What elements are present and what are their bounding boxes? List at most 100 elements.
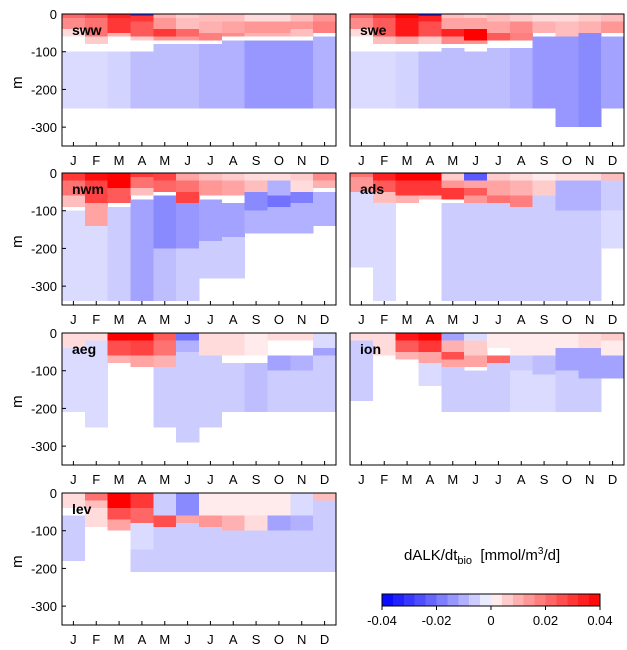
heat-cell-sww-7-2 (199, 21, 223, 33)
x-tick-label: M (159, 153, 170, 168)
y-tick-label: -200 (31, 82, 57, 97)
heat-cell-sww-1-3 (62, 29, 86, 37)
colorbar-title-units-post: /d] (543, 547, 561, 564)
heat-cell-lev-5-1 (153, 493, 177, 516)
heat-cell-swe-10-2 (555, 21, 579, 37)
heat-cell-nwm-5-2 (153, 180, 177, 192)
heat-cell-swe-12-3 (601, 36, 625, 109)
heat-cell-ion-11-1 (578, 333, 602, 349)
heat-cell-sww-5-2 (153, 17, 177, 30)
x-tick-label: A (229, 153, 238, 168)
heat-cell-nwm-1-1 (62, 173, 86, 181)
heat-cell-nwm-1-2 (62, 180, 86, 196)
x-tick-label: D (608, 153, 617, 168)
x-tick-label: A (138, 153, 147, 168)
heat-cell-swe-10-3 (555, 36, 579, 128)
x-tick-label: O (274, 472, 284, 487)
x-tick-label: J (207, 153, 214, 168)
x-tick-label: N (585, 472, 594, 487)
x-tick-label: J (70, 153, 77, 168)
heat-cell-aeg-7-1 (199, 333, 223, 341)
colorbar-segment (512, 594, 525, 606)
x-tick-label: N (585, 153, 594, 168)
colorbar-segment (556, 594, 568, 606)
heat-cell-ion-4-1 (418, 333, 442, 341)
heat-cell-lev-1-2 (62, 515, 86, 561)
heat-cell-ion-7-3 (487, 363, 511, 413)
heat-cell-ion-8-2 (509, 355, 534, 371)
heat-cell-swe-9-1 (532, 14, 556, 22)
heat-cell-ion-5-1 (441, 333, 465, 341)
x-tick-label: J (472, 153, 479, 168)
x-tick-label: F (380, 312, 388, 327)
heat-cell-ion-2-2 (372, 340, 397, 356)
heat-cell-ads-10-1 (555, 173, 579, 181)
heat-cell-nwm-7-1 (199, 173, 223, 181)
heat-cell-ads-5-4 (441, 203, 465, 302)
heat-cell-aeg-5-4 (153, 366, 177, 428)
x-tick-label: S (252, 312, 261, 327)
heat-cell-swe-4-2 (418, 15, 442, 22)
colorbar-tick-label: -0.04 (367, 613, 397, 628)
x-tick-label: A (517, 153, 526, 168)
heat-cell-ads-3-2 (395, 180, 419, 196)
heat-cell-sww-4-1 (130, 14, 154, 16)
heat-cell-nwm-3-1 (107, 173, 131, 189)
heat-cell-swe-4-3 (418, 21, 442, 37)
x-tick-label: S (252, 472, 261, 487)
heat-cell-lev-8-2 (221, 515, 246, 531)
heat-cell-aeg-3-2 (107, 340, 131, 356)
x-tick-label: A (229, 472, 238, 487)
x-tick-label: M (447, 153, 458, 168)
y-tick-label: -300 (31, 279, 57, 294)
heat-cell-swe-5-1 (441, 14, 465, 18)
heat-cell-nwm-12-1 (313, 173, 337, 181)
x-tick-label: F (380, 472, 388, 487)
panel-frame (61, 492, 337, 626)
heat-cell-aeg-11-3 (290, 370, 314, 413)
x-tick-label: J (472, 312, 479, 327)
heat-cell-lev-6-2 (176, 515, 200, 524)
heat-cell-aeg-2-1 (84, 333, 109, 341)
heat-cell-nwm-6-1 (176, 173, 200, 181)
x-tick-label: J (207, 632, 214, 647)
y-axis-label: m (9, 395, 26, 408)
heat-cell-lev-4-4 (130, 549, 154, 573)
x-tick-label: J (184, 472, 191, 487)
colorbar-segment (382, 594, 394, 606)
heat-cell-swe-7-4 (487, 47, 511, 109)
heat-cell-swe-3-3 (395, 36, 419, 45)
heat-cell-sww-7-4 (199, 44, 223, 109)
x-tick-label: J (70, 312, 77, 327)
x-tick-label: O (274, 632, 284, 647)
colorbar-title-main: dALK/dt (404, 547, 458, 564)
heat-cell-ads-2-1 (372, 173, 397, 181)
heat-cell-ion-9-2 (532, 355, 556, 375)
panel-label: ads (360, 181, 384, 197)
heat-cell-lev-9-1 (244, 493, 268, 516)
colorbar-segment (545, 594, 557, 606)
x-tick-label: J (495, 312, 502, 327)
x-tick-label: F (92, 472, 100, 487)
heat-cell-ion-10-3 (555, 370, 579, 413)
heat-cell-nwm-5-3 (153, 195, 177, 249)
x-tick-label: D (320, 312, 329, 327)
heat-cell-ion-5-4 (441, 359, 465, 367)
heat-cell-sww-10-4 (267, 40, 291, 109)
heat-cell-ads-10-2 (555, 180, 579, 211)
heat-cell-ads-2-3 (372, 191, 397, 204)
heat-cell-lev-5-2 (153, 515, 177, 527)
heat-cell-swe-5-4 (441, 36, 465, 45)
x-tick-label: F (380, 153, 388, 168)
heat-cell-aeg-12-3 (313, 355, 337, 413)
y-tick-label: -200 (31, 561, 57, 576)
heat-cell-sww-9-2 (244, 21, 268, 33)
heat-cell-nwm-7-3 (199, 199, 223, 241)
heat-cell-nwm-9-2 (244, 180, 268, 192)
heat-cell-sww-9-1 (244, 14, 268, 22)
x-tick-label: A (426, 153, 435, 168)
heat-cell-ion-5-3 (441, 351, 465, 360)
heat-cell-nwm-1-4 (62, 210, 86, 302)
